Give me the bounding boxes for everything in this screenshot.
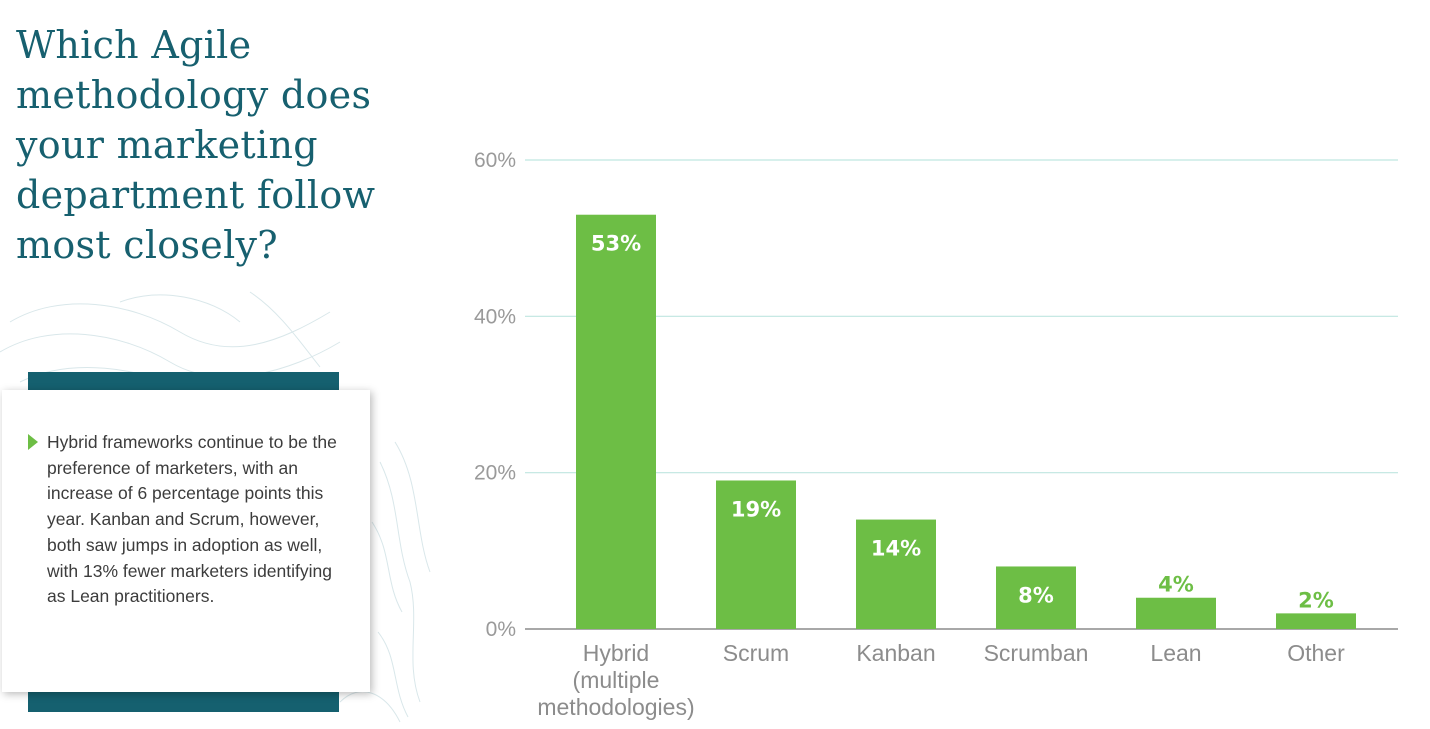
category-label-other: Other	[1287, 640, 1345, 666]
bar-hybrid	[576, 214, 656, 629]
bar-scrumban	[996, 566, 1076, 629]
data-label-other: 2%	[1298, 588, 1334, 612]
bar-scrum	[716, 480, 796, 629]
data-label-scrumban: 8%	[1018, 583, 1054, 607]
page-title: Which Agile methodology does your market…	[16, 23, 376, 267]
data-label-hybrid: 53%	[591, 232, 641, 256]
y-tick-label-0: 0%	[486, 618, 516, 641]
bar-chart: 0% 20% 40% 60% 53% Hybrid (multiple methodologi…	[474, 149, 1398, 720]
data-label-scrum: 19%	[731, 497, 781, 521]
y-tick-label-40: 40%	[474, 305, 516, 328]
bar-other	[1276, 613, 1356, 629]
category-label-scrumban: Scrumban	[984, 640, 1089, 666]
category-label-hybrid: Hybrid (multiple methodologies)	[537, 640, 694, 720]
bar-kanban	[856, 519, 936, 629]
data-label-lean: 4%	[1158, 573, 1194, 597]
data-label-kanban: 14%	[871, 537, 921, 561]
y-tick-label-20: 20%	[474, 462, 516, 485]
note-band-top	[28, 372, 339, 390]
category-label-lean: Lean	[1150, 640, 1201, 666]
note-card: Hybrid frameworks continue to be the pre…	[2, 390, 370, 692]
bar-lean	[1136, 597, 1216, 629]
category-label-kanban: Kanban	[856, 640, 935, 666]
note-band-bottom	[28, 692, 339, 712]
y-tick-label-60: 60%	[474, 149, 516, 172]
triangle-bullet-icon	[28, 434, 38, 450]
note-text: Hybrid frameworks continue to be the pre…	[47, 432, 337, 607]
category-label-scrum: Scrum	[723, 640, 789, 666]
